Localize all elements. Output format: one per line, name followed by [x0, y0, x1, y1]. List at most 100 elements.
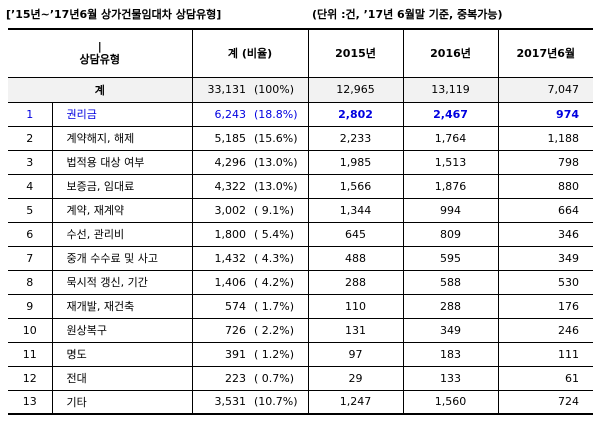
row-number: 13	[8, 389, 53, 415]
row-count: 223	[192, 365, 251, 391]
row-ratio: ( 4.3%)	[250, 245, 309, 271]
table-row: 2 계약해지, 해제 5,185 (15.6%) 2,233 1,764 1,188	[8, 125, 594, 151]
row-2015: 110	[308, 293, 404, 319]
row-count: 3,002	[192, 197, 251, 223]
row-2015: 288	[308, 269, 404, 295]
row-2017: 346	[498, 221, 594, 247]
row-ratio: ( 4.2%)	[250, 269, 309, 295]
consultation-type: 묵시적 갱신, 기간	[52, 269, 193, 295]
row-count: 574	[192, 293, 251, 319]
row-2015: 97	[308, 341, 404, 367]
table-row: 10 원상복구 726( 2.2%) 131 349 246	[8, 317, 594, 343]
total-2017: 7,047	[498, 76, 594, 103]
header-corner-mark: |	[97, 39, 102, 53]
row-number: 7	[8, 245, 53, 271]
consultation-type: 기타	[52, 389, 193, 415]
header-2017: 2017년6월	[498, 28, 594, 78]
row-2017: 974	[498, 101, 594, 127]
row-count: 1,800	[192, 221, 251, 247]
row-2015: 2,802	[308, 101, 404, 127]
header-2016: 2016년	[403, 28, 499, 78]
header-type-label: 상담유형	[79, 53, 120, 67]
row-count: 1,406	[192, 269, 251, 295]
consultation-type: 법적용 대상 여부	[52, 149, 193, 175]
row-number: 12	[8, 365, 53, 391]
row-number: 6	[8, 221, 53, 247]
row-2016: 2,467	[403, 101, 499, 127]
table-title: [’15년~’17년6월 상가건물임대차 상담유형]	[6, 8, 222, 21]
consultation-type: 중개 수수료 및 사고	[52, 245, 193, 271]
row-number: 1	[8, 101, 53, 127]
row-ratio: (13.0%)	[250, 173, 309, 199]
row-2017: 880	[498, 173, 594, 199]
consultation-type: 원상복구	[52, 317, 193, 343]
table-row: 13 기타 3,531 (10.7%) 1,247 1,560 724	[8, 389, 594, 415]
row-2015: 1,566	[308, 173, 404, 199]
header-2015: 2015년	[308, 28, 404, 78]
consultation-type: 전대	[52, 365, 193, 391]
consultation-type: 계약해지, 해제	[52, 125, 193, 151]
row-ratio: ( 9.1%)	[250, 197, 309, 223]
table-row: 11 명도 391( 1.2%) 97 183 111	[8, 341, 594, 367]
consultation-type: 권리금	[52, 101, 193, 127]
row-2016: 1,764	[403, 125, 499, 151]
row-2015: 29	[308, 365, 404, 391]
consultation-type-table: | 상담유형 계 (비율) 2015년 2016년 2017년6월 계 33,1…	[8, 28, 594, 415]
row-count: 4,296	[192, 149, 251, 175]
header-total-ratio: 계 (비율)	[192, 28, 309, 78]
table-row: 1 권리금 6,243 (18.8%) 2,802 2,467 974	[8, 101, 594, 127]
row-number: 11	[8, 341, 53, 367]
row-ratio: ( 1.2%)	[250, 341, 309, 367]
row-2016: 994	[403, 197, 499, 223]
row-2017: 349	[498, 245, 594, 271]
row-2016: 1,513	[403, 149, 499, 175]
row-2015: 645	[308, 221, 404, 247]
row-2015: 1,985	[308, 149, 404, 175]
table-row: 9 재개발, 재건축 574( 1.7%) 110 288 176	[8, 293, 594, 319]
table-row: 3 법적용 대상 여부 4,296 (13.0%) 1,985 1,513 798	[8, 149, 594, 175]
row-2017: 61	[498, 365, 594, 391]
header-consultation-type: | 상담유형	[8, 28, 193, 78]
row-2017: 530	[498, 269, 594, 295]
row-2016: 349	[403, 317, 499, 343]
row-2015: 488	[308, 245, 404, 271]
row-2016: 183	[403, 341, 499, 367]
row-2016: 1,560	[403, 389, 499, 415]
row-ratio: ( 2.2%)	[250, 317, 309, 343]
header-row: | 상담유형 계 (비율) 2015년 2016년 2017년6월	[8, 28, 594, 78]
row-number: 5	[8, 197, 53, 223]
row-2016: 809	[403, 221, 499, 247]
row-2017: 798	[498, 149, 594, 175]
total-2016: 13,119	[403, 76, 499, 103]
row-number: 9	[8, 293, 53, 319]
row-count: 4,322	[192, 173, 251, 199]
row-2016: 588	[403, 269, 499, 295]
row-count: 391	[192, 341, 251, 367]
table-row: 7 중개 수수료 및 사고 1,432( 4.3%) 488 595 349	[8, 245, 594, 271]
table-caption: [’15년~’17년6월 상가건물임대차 상담유형] (단위 :건, ’17년 …	[6, 4, 596, 22]
row-ratio: (13.0%)	[250, 149, 309, 175]
unit-note: (단위 :건, ’17년 6월말 기준, 중복가능)	[312, 8, 503, 21]
total-label: 계	[8, 76, 193, 103]
row-2016: 1,876	[403, 173, 499, 199]
consultation-type: 수선, 관리비	[52, 221, 193, 247]
consultation-type: 보증금, 임대료	[52, 173, 193, 199]
row-2015: 1,344	[308, 197, 404, 223]
row-2016: 595	[403, 245, 499, 271]
row-number: 3	[8, 149, 53, 175]
row-count: 6,243	[192, 101, 251, 127]
table-row: 5 계약, 재계약 3,002( 9.1%) 1,344 994 664	[8, 197, 594, 223]
row-number: 10	[8, 317, 53, 343]
row-ratio: (10.7%)	[250, 389, 309, 415]
row-2017: 664	[498, 197, 594, 223]
row-count: 3,531	[192, 389, 251, 415]
row-ratio: ( 1.7%)	[250, 293, 309, 319]
row-2016: 288	[403, 293, 499, 319]
row-count: 5,185	[192, 125, 251, 151]
row-2015: 1,247	[308, 389, 404, 415]
total-count: 33,131	[192, 76, 251, 103]
row-ratio: ( 5.4%)	[250, 221, 309, 247]
row-number: 2	[8, 125, 53, 151]
row-2015: 131	[308, 317, 404, 343]
total-2015: 12,965	[308, 76, 404, 103]
